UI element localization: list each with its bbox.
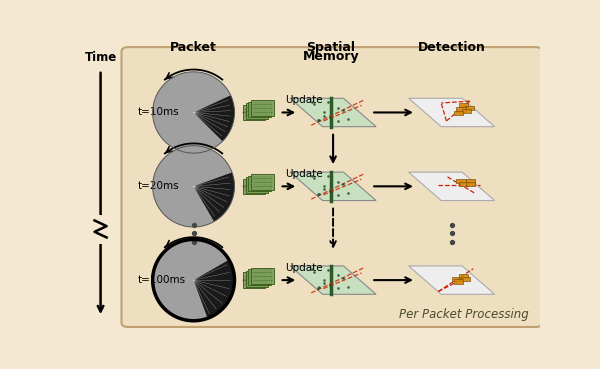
Text: t=20ms: t=20ms [138,181,179,192]
Polygon shape [194,260,235,318]
Polygon shape [194,172,235,221]
FancyBboxPatch shape [245,103,268,119]
Bar [462,109,471,113]
Text: t=10ms: t=10ms [138,107,179,117]
Bar [461,276,470,281]
Bar [458,103,468,107]
Polygon shape [194,95,235,141]
Bar [452,276,461,281]
FancyBboxPatch shape [121,47,542,327]
Bar [466,179,475,183]
Bar [457,179,466,183]
Polygon shape [152,72,235,153]
FancyBboxPatch shape [248,269,271,285]
Polygon shape [290,98,376,127]
Text: Memory: Memory [302,50,359,63]
Text: t=100ms: t=100ms [138,275,186,285]
FancyBboxPatch shape [243,105,265,120]
FancyBboxPatch shape [243,272,265,288]
FancyBboxPatch shape [243,179,265,194]
Text: Per Packet Processing: Per Packet Processing [398,308,529,321]
FancyBboxPatch shape [245,177,268,193]
Text: Time: Time [85,51,116,64]
FancyBboxPatch shape [245,271,268,286]
Text: Spatial: Spatial [306,41,355,54]
Bar [458,274,468,278]
Bar [454,111,463,115]
Text: Update: Update [285,96,322,106]
Text: Update: Update [285,169,322,179]
Bar [466,182,475,186]
Bar [458,182,468,186]
FancyBboxPatch shape [251,174,274,190]
Text: Packet: Packet [170,41,217,54]
Polygon shape [409,98,494,127]
Polygon shape [290,172,376,200]
FancyBboxPatch shape [251,100,274,116]
Bar [464,106,474,110]
Polygon shape [409,266,494,294]
Bar [454,279,463,284]
Polygon shape [409,172,494,200]
Text: Detection: Detection [418,41,485,54]
Text: Update: Update [285,263,322,273]
Polygon shape [152,146,235,227]
Polygon shape [290,266,376,294]
Polygon shape [152,239,235,321]
Bar [457,107,466,112]
FancyBboxPatch shape [248,102,271,117]
FancyBboxPatch shape [251,268,274,284]
FancyBboxPatch shape [248,176,271,191]
